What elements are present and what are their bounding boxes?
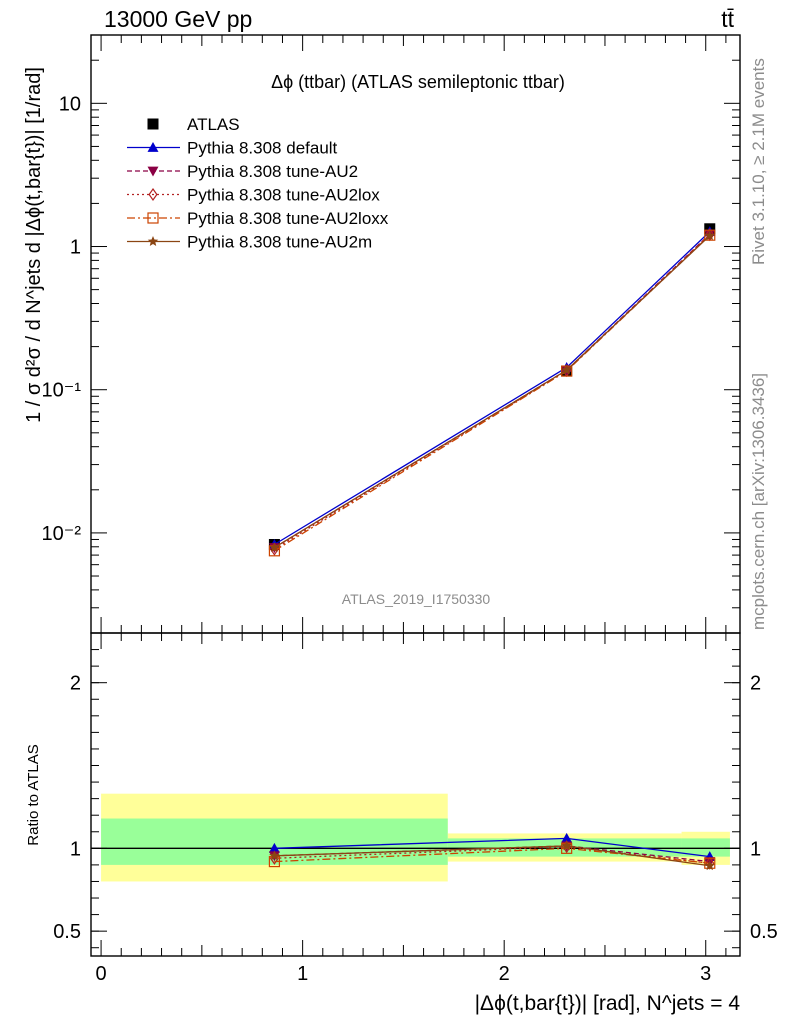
legend-marker bbox=[147, 118, 159, 130]
legend: ATLAS Pythia 8.308 default Pythia 8.308 tu… bbox=[127, 115, 389, 252]
legend-marker bbox=[147, 236, 159, 246]
main-y-tick-label: 10⁻² bbox=[42, 523, 82, 545]
ratio-y-axis-label: Ratio to ATLAS bbox=[25, 744, 42, 845]
ratio-y-tick-label-right: 2 bbox=[750, 673, 761, 695]
ratio-series-4 bbox=[269, 840, 715, 871]
ratio-data-point bbox=[704, 860, 715, 871]
header-process-label: tt̄ bbox=[721, 6, 734, 32]
main-series-line bbox=[274, 233, 711, 549]
ratio-y-tick-label-left: 2 bbox=[70, 673, 81, 695]
ratio-data-point bbox=[561, 840, 572, 851]
ratio-data-point bbox=[704, 857, 716, 869]
main-series-line bbox=[274, 234, 711, 550]
x-tick-label: 2 bbox=[499, 963, 510, 985]
legend-label: Pythia 8.308 tune-AU2 bbox=[187, 162, 358, 181]
main-data-point bbox=[704, 229, 716, 241]
ratio-bands bbox=[91, 793, 740, 882]
legend-label: Pythia 8.308 tune-AU2lox bbox=[187, 186, 380, 205]
main-series-line bbox=[274, 235, 711, 549]
legend-marker bbox=[147, 142, 159, 152]
legend-label: Pythia 8.308 default bbox=[187, 139, 338, 158]
analysis-watermark: ATLAS_2019_I1750330 bbox=[342, 591, 491, 607]
main-series-1 bbox=[268, 226, 716, 549]
rivet-version-label: Rivet 3.1.10, ≥ 2.1M events bbox=[749, 58, 768, 265]
main-plot-title: Δϕ (ttbar) (ATLAS semileptonic ttbar) bbox=[271, 72, 565, 92]
legend-entry-5: Pythia 8.308 tune-AU2m bbox=[127, 233, 372, 252]
ratio-y-tick-label-left: 1 bbox=[70, 838, 81, 860]
main-data-point bbox=[269, 542, 280, 553]
main-series-0 bbox=[268, 223, 716, 550]
x-tick-label: 3 bbox=[700, 963, 711, 985]
ratio-y-tick-label-right: 1 bbox=[750, 838, 761, 860]
legend-entry-0: ATLAS bbox=[147, 115, 240, 134]
legend-entry-4: Pythia 8.308 tune-AU2loxx bbox=[127, 209, 389, 228]
ratio-data-point bbox=[561, 832, 573, 843]
main-y-tick-label: 10 bbox=[59, 93, 81, 115]
ratio-band-inner bbox=[681, 838, 730, 857]
legend-marker bbox=[148, 187, 158, 202]
ratio-series-line bbox=[274, 847, 710, 864]
main-axes: 10 1 10⁻¹ 10⁻² bbox=[42, 34, 740, 634]
main-series-5 bbox=[269, 230, 715, 553]
x-axis-label: |Δϕ(t,bar{t})| [rad], N^jets = 4 bbox=[475, 992, 741, 1015]
ratio-axes: 0.5 0.5 1 1 2 2 0 1 2 3 bbox=[53, 633, 778, 985]
x-tick-label: 1 bbox=[297, 963, 308, 985]
legend-entry-2: Pythia 8.308 tune-AU2 bbox=[127, 162, 358, 181]
legend-label: Pythia 8.308 tune-AU2loxx bbox=[187, 209, 389, 228]
legend-marker bbox=[147, 166, 159, 177]
main-y-tick-label: 1 bbox=[70, 237, 81, 259]
x-tick-label: 0 bbox=[96, 963, 107, 985]
main-data-point bbox=[561, 364, 572, 375]
main-series-line bbox=[274, 234, 711, 552]
legend-entry-3: Pythia 8.308 tune-AU2lox bbox=[127, 186, 380, 205]
main-series-layer bbox=[268, 223, 716, 557]
ratio-data-point bbox=[268, 842, 280, 853]
main-y-axis-label: 1 / σ d²σ / d N^jets d |Δϕ(t,bar{t})| [1… bbox=[23, 67, 45, 423]
main-series-2 bbox=[268, 229, 716, 554]
legend-label: Pythia 8.308 tune-AU2m bbox=[187, 233, 372, 252]
ratio-y-tick-label-left: 0.5 bbox=[53, 921, 81, 943]
ratio-plot-frame bbox=[90, 632, 741, 957]
main-y-tick-label: 10⁻¹ bbox=[42, 380, 82, 402]
legend-marker bbox=[147, 212, 159, 224]
ratio-series-layer bbox=[268, 832, 716, 871]
ratio-data-point bbox=[269, 850, 280, 861]
legend-entry-1: Pythia 8.308 default bbox=[127, 139, 338, 158]
ratio-y-tick-label-right: 0.5 bbox=[750, 921, 778, 943]
header-energy-label: 13000 GeV pp bbox=[104, 6, 252, 32]
main-data-point bbox=[704, 230, 715, 241]
legend-label: ATLAS bbox=[187, 115, 240, 134]
mcplots-label: mcplots.cern.ch [arXiv:1306.3436] bbox=[749, 373, 768, 630]
main-series-line bbox=[274, 231, 711, 546]
